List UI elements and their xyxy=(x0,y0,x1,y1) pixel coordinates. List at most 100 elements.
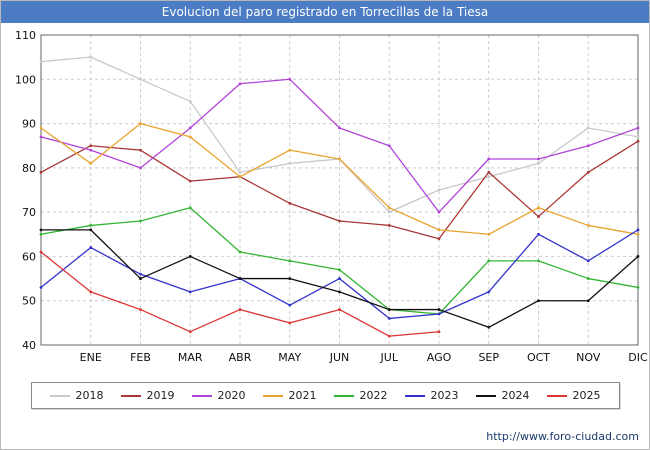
legend-swatch-2019 xyxy=(120,394,141,397)
series-point-2022 xyxy=(338,268,341,272)
x-tick-label: AGO xyxy=(427,351,452,364)
series-point-2023 xyxy=(89,246,93,249)
series-point-2019 xyxy=(39,170,43,174)
series-point-2019 xyxy=(288,201,292,205)
series-point-2021 xyxy=(537,206,540,210)
series-point-2018 xyxy=(89,55,93,59)
series-point-2021 xyxy=(387,206,391,210)
title-bar: Evolucion del paro registrado en Torreci… xyxy=(1,1,649,23)
y-tick-label: 110 xyxy=(15,29,36,42)
series-point-2019 xyxy=(139,148,142,152)
legend-item-2019: 2019 xyxy=(120,389,175,402)
x-tick-label: JUN xyxy=(329,351,350,364)
legend-label-2019: 2019 xyxy=(146,389,175,402)
series-point-2020 xyxy=(487,157,491,161)
legend-label-2023: 2023 xyxy=(430,389,459,402)
legend-swatch-2023 xyxy=(404,394,425,397)
legend-swatch-2025 xyxy=(546,394,567,397)
series-point-2022 xyxy=(288,259,292,263)
series-point-2023 xyxy=(39,286,43,289)
series-point-2020 xyxy=(537,157,540,161)
series-point-2020 xyxy=(437,210,441,214)
legend-label-2021: 2021 xyxy=(288,389,317,402)
series-point-2025 xyxy=(338,308,341,311)
series-point-2018 xyxy=(288,162,292,165)
legend-swatch-2022 xyxy=(333,394,354,397)
series-point-2019 xyxy=(636,139,640,143)
x-tick-label: NOV xyxy=(576,351,601,364)
series-point-2022 xyxy=(188,206,192,210)
series-point-2025 xyxy=(238,308,242,311)
y-tick-label: 40 xyxy=(22,339,36,352)
series-point-2025 xyxy=(188,330,192,334)
series-point-2024 xyxy=(89,228,93,232)
legend-item-2025: 2025 xyxy=(546,389,601,402)
series-point-2020 xyxy=(139,166,142,170)
legend-item-2022: 2022 xyxy=(333,389,388,402)
series-point-2024 xyxy=(288,277,292,280)
y-tick-label: 100 xyxy=(15,73,36,86)
series-point-2020 xyxy=(188,126,192,130)
series-point-2018 xyxy=(188,100,192,103)
series-point-2018 xyxy=(636,135,640,139)
series-point-2021 xyxy=(437,228,441,232)
x-tick-label: ENE xyxy=(80,351,102,364)
series-point-2025 xyxy=(89,290,93,294)
series-point-2020 xyxy=(636,126,640,130)
series-point-2024 xyxy=(338,290,341,294)
y-tick-label: 80 xyxy=(22,162,36,175)
series-point-2025 xyxy=(139,308,142,311)
series-point-2024 xyxy=(537,299,540,303)
series-point-2021 xyxy=(487,232,491,236)
series-point-2023 xyxy=(139,272,142,276)
series-point-2018 xyxy=(437,188,441,192)
legend-label-2022: 2022 xyxy=(359,389,388,402)
series-point-2023 xyxy=(387,317,391,320)
series-point-2021 xyxy=(39,126,43,130)
series-point-2023 xyxy=(288,303,292,307)
series-point-2019 xyxy=(586,170,590,174)
series-point-2018 xyxy=(238,170,242,174)
series-point-2018 xyxy=(487,175,491,179)
series-point-2023 xyxy=(437,312,441,316)
series-point-2024 xyxy=(139,277,142,280)
legend-item-2021: 2021 xyxy=(262,389,317,402)
legend-label-2025: 2025 xyxy=(572,389,601,402)
series-point-2024 xyxy=(636,255,640,258)
series-line-2018 xyxy=(40,56,639,213)
series-point-2024 xyxy=(188,255,192,258)
series-point-2023 xyxy=(537,232,540,236)
series-point-2018 xyxy=(139,77,142,81)
series-point-2021 xyxy=(139,122,142,125)
plot-border xyxy=(40,34,639,346)
series-point-2025 xyxy=(437,330,441,334)
series-point-2024 xyxy=(487,325,491,329)
series-point-2025 xyxy=(288,321,292,325)
series-point-2021 xyxy=(188,135,192,139)
series-point-2021 xyxy=(586,224,590,227)
series-point-2022 xyxy=(139,219,142,223)
x-tick-label: SEP xyxy=(478,351,499,364)
legend-label-2024: 2024 xyxy=(501,389,530,402)
series-point-2020 xyxy=(586,144,590,148)
series-point-2021 xyxy=(89,162,93,165)
chart-area: 40 50 60 70 80 90 100 110 ENE FEB MAR ABR MAY JUN JUL A… xyxy=(1,23,649,379)
series-point-2019 xyxy=(537,215,540,218)
paro-line-chart: 40 50 60 70 80 90 100 110 ENE FEB MAR ABR MAY JUN JUL A… xyxy=(15,29,648,364)
y-tick-label: 70 xyxy=(22,206,36,219)
chart-legend: 2018 2019 2020 2021 2022 2023 2024 2025 xyxy=(30,382,620,409)
series-point-2024 xyxy=(238,277,242,280)
footer-link[interactable]: http://www.foro-ciudad.com xyxy=(486,430,639,443)
series-point-2022 xyxy=(636,286,640,289)
series-point-2018 xyxy=(39,60,43,63)
legend-item-2018: 2018 xyxy=(49,389,104,402)
series-point-2019 xyxy=(188,179,192,183)
series-point-2018 xyxy=(586,126,590,130)
series-point-2022 xyxy=(89,224,93,227)
y-tick-label: 60 xyxy=(22,250,36,263)
series-point-2019 xyxy=(89,144,93,148)
chart-title: Evolucion del paro registrado en Torreci… xyxy=(161,5,489,19)
series-point-2024 xyxy=(437,308,441,311)
series-point-2023 xyxy=(586,259,590,263)
series-point-2024 xyxy=(387,308,391,311)
